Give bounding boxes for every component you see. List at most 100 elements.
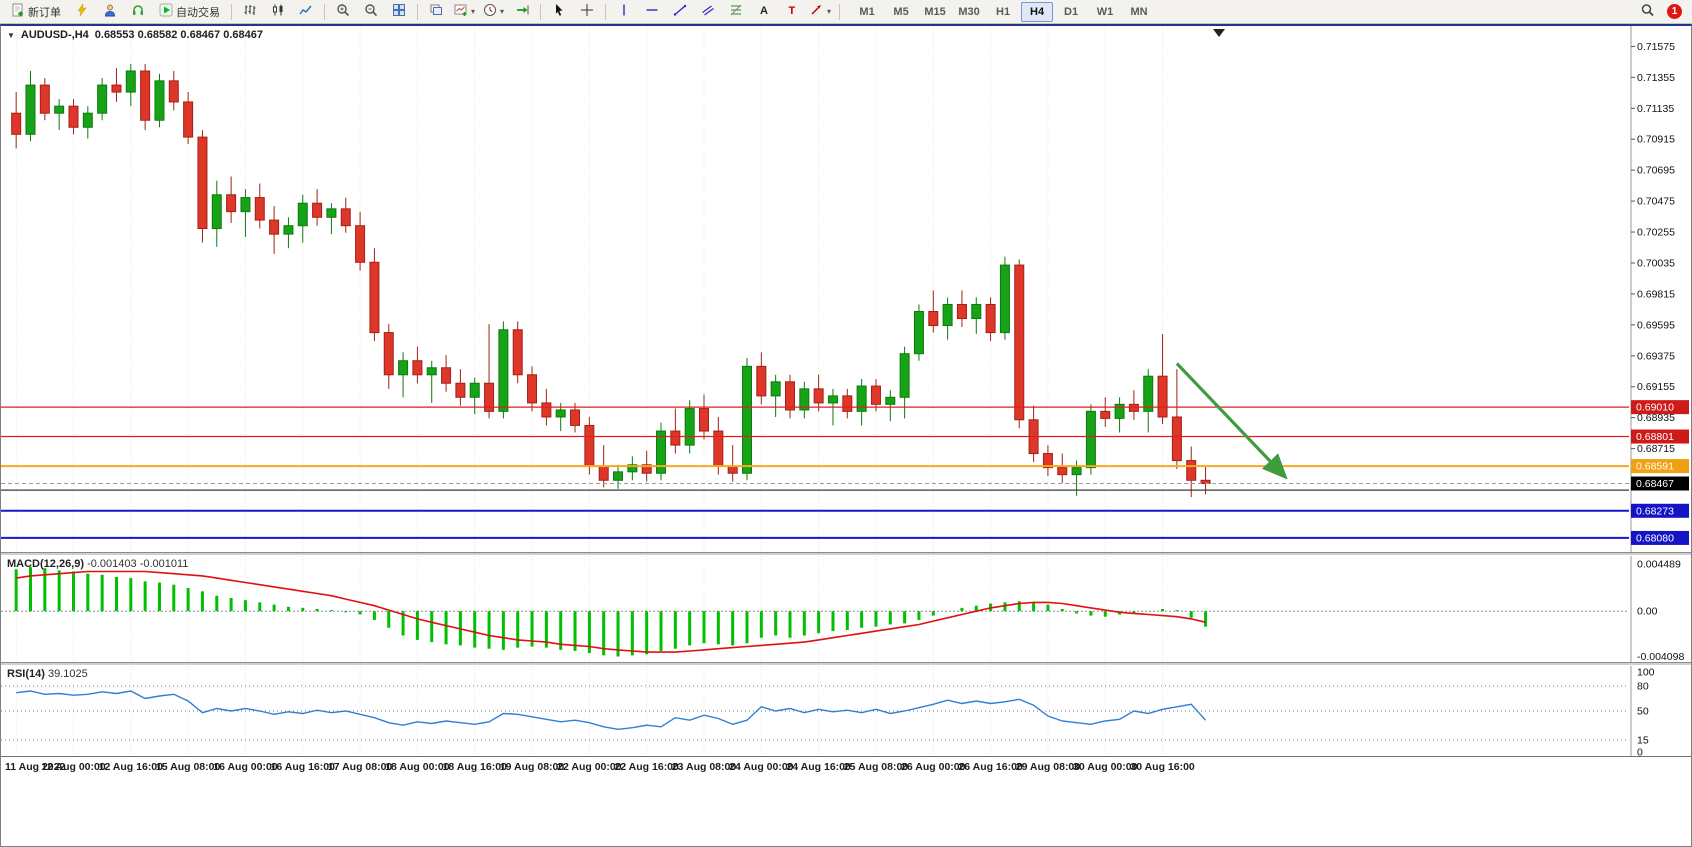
horizontal-line-button[interactable] [639,1,665,23]
cursor-button[interactable] [546,1,572,23]
timeframe-w1-button[interactable]: W1 [1096,5,1114,18]
time-label: 17 Aug 08:00 [327,761,393,773]
arrange-charts-button[interactable] [423,1,449,23]
trendline-button[interactable] [667,1,693,23]
tile-windows-button[interactable] [386,1,412,23]
zoom-out-icon [364,3,378,20]
svg-text:0.68467: 0.68467 [1636,478,1674,490]
label-button[interactable]: T [779,1,805,23]
chart-shift-icon [515,3,529,20]
chart-window: 0.69010 0.68801 0.68591 0.68467 0.68273 0.680… [0,24,1692,847]
text-button[interactable]: A [751,1,777,23]
timeframe-m1-button[interactable]: M1 [859,5,875,18]
zoom-in-button[interactable] [330,1,356,23]
svg-text:0.71355: 0.71355 [1637,72,1675,84]
text-icon: A [757,3,771,20]
new-chart-button[interactable]: ▾ [451,1,478,23]
macd-chart-canvas[interactable]: 0.004489 0.00 -0.004098 [1,556,1691,662]
timeframe-h1-button[interactable]: H1 [996,5,1011,18]
svg-text:0.69155: 0.69155 [1637,381,1675,393]
chart-symbol-period: AUDUSD-,H4 [20,29,89,41]
timeframe-m30-button[interactable]: M30 [958,5,980,18]
bar-chart-button[interactable] [237,1,263,23]
svg-text:0.68591: 0.68591 [1636,461,1674,473]
zoom-out-button[interactable] [358,1,384,23]
time-label: 25 Aug 08:00 [843,761,909,773]
notification-badge[interactable]: 1 [1667,4,1682,19]
toolbar: 新订单 自动交易 ▾ ▾ A T ▾ M1 M5 M15 M3 [0,0,1692,24]
market-watch-button[interactable] [69,1,95,23]
zoom-in-icon [336,3,350,20]
timeframe-m15-button[interactable]: M15 [924,5,946,18]
navigator-button[interactable] [97,1,123,23]
auto-trading-button[interactable]: 自动交易 [153,1,226,23]
svg-text:0.69595: 0.69595 [1637,319,1675,331]
svg-text:0.71575: 0.71575 [1637,41,1675,53]
svg-text:0.70255: 0.70255 [1637,227,1675,239]
timeframe-m5-button[interactable]: M5 [893,5,909,18]
channel-icon [701,3,715,20]
periods-button[interactable]: ▾ [480,1,507,23]
chart-shift-marker-icon [1213,29,1225,37]
candlestick-chart-canvas[interactable]: 0.69010 0.68801 0.68591 0.68467 0.68273 0.680… [1,26,1691,552]
timeframe-toolbar: M1 M5 M15 M30 H1 H4 D1 W1 MN [850,1,1156,22]
svg-text:80: 80 [1637,681,1649,693]
time-axis[interactable]: 11 Aug 2022 12 Aug 00:00 12 Aug 16:00 15 Au… [1,756,1691,779]
time-label: 18 Aug 16:00 [442,761,507,773]
chart-shift-button[interactable] [509,1,535,23]
dropdown-caret-icon: ▾ [471,6,476,16]
arrow-shape-icon [810,3,824,20]
vertical-line-button[interactable] [611,1,637,23]
time-label: 24 Aug 16:00 [786,761,851,773]
rsi-chart-canvas[interactable]: 100 80 50 150 [1,666,1691,756]
timeframe-d1-button[interactable]: D1 [1064,5,1079,18]
fibonacci-button[interactable] [723,1,749,23]
shapes-dropdown-button[interactable]: ▾ [807,1,834,23]
pane-splitter-rsi[interactable] [1,662,1691,666]
toolbar-separator [839,3,841,20]
time-label: 19 Aug 08:00 [499,761,565,773]
svg-text:A: A [760,5,768,17]
time-label: 30 Aug 00:00 [1073,761,1138,773]
svg-text:50: 50 [1637,706,1649,718]
macd-name: MACD(12,26,9) [7,558,85,570]
svg-text:0.68273: 0.68273 [1636,505,1674,517]
cursor-icon [552,3,566,20]
candles-layer [11,63,1211,498]
crosshair-button[interactable] [574,1,600,23]
time-label: 26 Aug 16:00 [958,761,1023,773]
time-label: 23 Aug 08:00 [671,761,737,773]
channel-button[interactable] [695,1,721,23]
time-label: 29 Aug 08:00 [1015,761,1081,773]
line-chart-button[interactable] [293,1,319,23]
lightning-icon [75,3,89,20]
svg-text:-0.004098: -0.004098 [1637,651,1684,662]
support-button[interactable] [125,1,151,23]
one-click-panel-toggle-icon[interactable]: ▼ [7,30,15,40]
macd-label: MACD(12,26,9) -0.001403 -0.001011 [7,558,188,570]
price-axis: 0.71575 0.71355 0.71135 0.70915 0.70695 0.704… [1631,41,1675,455]
time-label: 15 Aug 08:00 [155,761,221,773]
time-label: 22 Aug 00:00 [557,761,622,773]
candlestick-chart-button[interactable] [265,1,291,23]
crosshair-icon [580,3,594,20]
time-label: 16 Aug 00:00 [213,761,278,773]
rsi-value: 39.1025 [47,668,88,680]
timeframe-mn-button[interactable]: MN [1130,5,1148,18]
svg-text:0.69375: 0.69375 [1637,350,1675,362]
time-label: 12 Aug 00:00 [41,761,106,773]
time-label: 26 Aug 00:00 [901,761,966,773]
grid-layer [15,556,1632,662]
macd-values: -0.001403 -0.001011 [87,558,189,570]
bottom-empty-area [1,779,1691,846]
svg-text:0.68801: 0.68801 [1636,431,1674,443]
search-button[interactable] [1634,1,1660,23]
time-label: 30 Aug 16:00 [1130,761,1195,773]
new-order-button[interactable]: 新订单 [5,1,67,23]
pane-splitter-macd[interactable] [1,552,1691,556]
line-chart-icon [299,3,313,20]
svg-text:0: 0 [1637,747,1643,757]
time-label: 11 Aug 2022 [5,761,66,773]
timeframe-h4-button[interactable]: H4 [1021,1,1054,22]
bar-chart-icon [243,3,257,20]
